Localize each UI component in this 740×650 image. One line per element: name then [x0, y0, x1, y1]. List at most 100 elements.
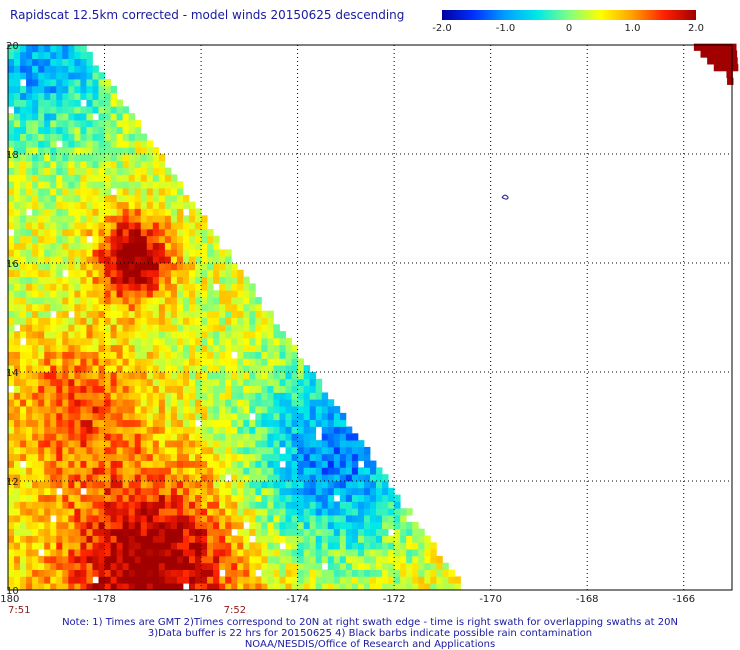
wind-difference-map: -180-178-176-174-172-170-168-16610121416… — [0, 41, 739, 616]
wind-cell — [279, 583, 286, 591]
wind-cell — [80, 576, 87, 584]
wind-cell — [62, 521, 69, 530]
wind-cell — [92, 528, 99, 536]
wind-cell — [255, 337, 262, 346]
wind-cell — [201, 460, 208, 468]
wind-cell — [164, 310, 172, 318]
wind-cell — [291, 501, 298, 509]
wind-cell — [110, 460, 117, 468]
wind-cell — [26, 119, 33, 128]
wind-cell — [56, 331, 63, 339]
wind-cell — [195, 399, 202, 407]
wind-cell — [32, 147, 39, 155]
wind-cell — [56, 494, 63, 502]
wind-cell — [243, 487, 250, 496]
wind-cell — [8, 174, 15, 182]
wind-cell — [213, 276, 220, 284]
wind-cell — [309, 535, 317, 543]
wind-cell — [146, 208, 154, 216]
wind-cell — [158, 467, 166, 475]
wind-cell — [14, 167, 21, 175]
wind-cell — [56, 528, 63, 536]
wind-cell — [285, 365, 292, 373]
wind-cell — [50, 324, 57, 332]
wind-cell — [32, 133, 39, 141]
wind-cell — [20, 297, 27, 305]
wind-cell — [80, 119, 87, 128]
wind-cell — [170, 576, 178, 584]
wind-cell — [50, 140, 57, 148]
wind-cell — [237, 521, 244, 530]
wind-cell — [388, 515, 395, 523]
wind-cell — [351, 481, 359, 489]
wind-cell — [182, 269, 190, 278]
wind-cell — [170, 297, 178, 305]
wind-cell — [38, 412, 45, 421]
wind-cell — [38, 481, 45, 489]
wind-cell — [249, 446, 256, 455]
wind-cell — [74, 392, 81, 400]
wind-cell — [207, 256, 214, 264]
wind-cell — [56, 263, 63, 271]
wind-cell — [297, 446, 305, 455]
wind-cell — [104, 562, 111, 570]
wind-cell — [110, 467, 117, 475]
wind-cell — [92, 167, 99, 175]
wind-cell — [128, 208, 136, 216]
wind-cell — [261, 562, 268, 570]
wind-cell — [62, 58, 69, 66]
wind-cell — [146, 426, 154, 434]
wind-cell — [164, 228, 172, 237]
wind-cell — [225, 555, 232, 564]
wind-cell — [176, 528, 184, 536]
wind-cell — [134, 228, 142, 237]
wind-cell — [261, 474, 268, 482]
wind-cell — [279, 501, 286, 509]
wind-cell — [104, 215, 111, 223]
wind-cell — [249, 426, 256, 434]
wind-cell — [146, 235, 154, 243]
wind-cell — [351, 535, 359, 543]
wind-cell — [273, 337, 280, 346]
wind-cell — [285, 583, 292, 591]
wind-cell — [189, 467, 196, 475]
wind-cell — [219, 562, 226, 570]
wind-cell — [189, 583, 196, 591]
wind-cell — [32, 562, 39, 570]
wind-cell — [14, 92, 21, 100]
wind-cell — [104, 317, 111, 325]
wind-cell — [243, 324, 250, 332]
wind-cell — [140, 249, 148, 257]
wind-cell — [182, 228, 190, 237]
wind-cell — [424, 583, 431, 591]
wind-cell — [110, 474, 117, 482]
wind-cell — [357, 467, 365, 475]
wind-cell — [297, 419, 305, 427]
wind-cell — [74, 297, 81, 305]
wind-cell — [436, 576, 443, 584]
wind-cell — [14, 154, 21, 162]
wind-cell — [14, 174, 21, 182]
wind-cell — [213, 399, 220, 407]
wind-cell — [44, 263, 51, 271]
wind-cell — [14, 58, 21, 66]
wind-cell — [116, 160, 124, 169]
wind-cell — [92, 399, 99, 407]
wind-cell — [8, 194, 15, 203]
wind-cell — [388, 508, 395, 516]
wind-cell — [267, 562, 274, 570]
wind-cell — [14, 119, 21, 128]
wind-cell — [86, 576, 93, 584]
wind-cell — [110, 201, 117, 209]
wind-cell — [62, 392, 69, 400]
wind-cell — [68, 208, 75, 216]
wind-cell — [8, 235, 15, 243]
wind-cell — [182, 515, 190, 523]
wind-cell — [279, 331, 286, 339]
wind-cell — [327, 549, 335, 557]
wind-cell — [110, 412, 117, 421]
wind-cell — [291, 372, 298, 380]
wind-cell — [56, 65, 63, 73]
wind-cell — [98, 542, 105, 550]
wind-cell — [104, 276, 111, 284]
